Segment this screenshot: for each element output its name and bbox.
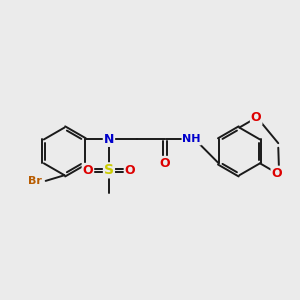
Text: O: O — [125, 164, 135, 177]
Text: O: O — [251, 111, 262, 124]
Text: O: O — [160, 157, 170, 170]
Text: Br: Br — [28, 176, 41, 186]
Text: N: N — [104, 133, 114, 146]
Text: O: O — [272, 167, 282, 180]
Text: NH: NH — [182, 134, 201, 145]
Text: S: S — [104, 163, 114, 177]
Text: O: O — [82, 164, 93, 177]
